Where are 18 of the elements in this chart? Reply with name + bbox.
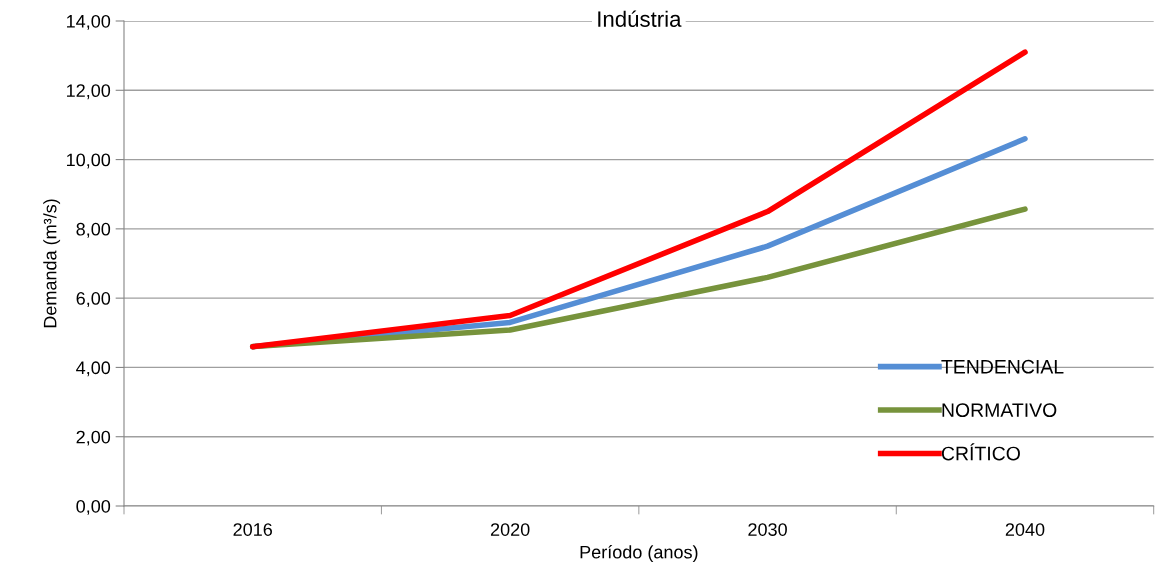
y-tick-label: 10,00 <box>67 153 111 169</box>
y-tick-label: 6,00 <box>76 292 111 307</box>
y-axis-title: Demanda (m³/s) <box>43 199 61 328</box>
legend-label: NORMATIVO <box>942 403 1057 417</box>
legend-label: CRÍTICO <box>941 443 1020 461</box>
x-tick-label: 2016 <box>233 523 272 536</box>
y-tick-label: 2,00 <box>76 430 111 446</box>
y-tick-label: 14,00 <box>67 14 111 30</box>
y-tick-label: 12,00 <box>67 84 111 100</box>
x-tick-label: 2020 <box>490 523 530 536</box>
y-tick-label: 0,00 <box>76 499 111 515</box>
y-tick-label: 8,00 <box>76 222 111 238</box>
chart-title: Indústria <box>598 10 682 27</box>
x-tick-label: 2040 <box>1005 523 1045 536</box>
x-tick-label: 2030 <box>748 523 787 536</box>
legend-label: TENDENCIAL <box>941 359 1064 374</box>
x-axis-title: Período (anos) <box>580 545 698 563</box>
y-tick-label: 4,00 <box>76 361 111 377</box>
